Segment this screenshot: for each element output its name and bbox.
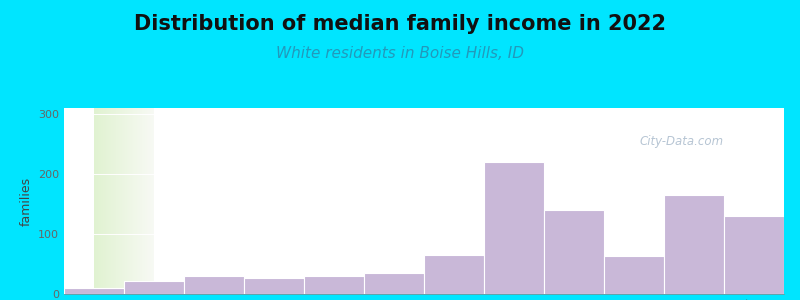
- Bar: [664, 195, 724, 294]
- Bar: [424, 255, 484, 294]
- Bar: [184, 276, 244, 294]
- Bar: [484, 162, 544, 294]
- Bar: [544, 210, 604, 294]
- Bar: [304, 276, 364, 294]
- Bar: [604, 256, 664, 294]
- Bar: [244, 278, 304, 294]
- Y-axis label: families: families: [19, 176, 33, 226]
- Text: Distribution of median family income in 2022: Distribution of median family income in …: [134, 14, 666, 34]
- Bar: [64, 288, 124, 294]
- Bar: [364, 273, 424, 294]
- Bar: [724, 216, 784, 294]
- Text: White residents in Boise Hills, ID: White residents in Boise Hills, ID: [276, 46, 524, 62]
- Bar: [124, 281, 184, 294]
- Text: City-Data.com: City-Data.com: [640, 135, 724, 148]
